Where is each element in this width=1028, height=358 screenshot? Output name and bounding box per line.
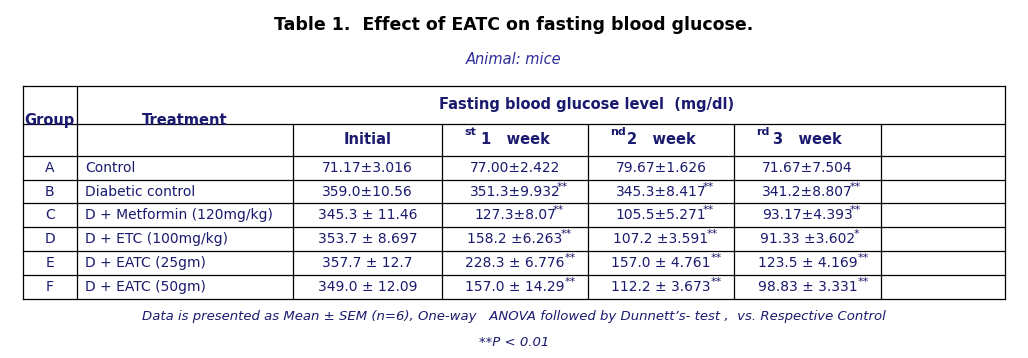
Text: 353.7 ± 8.697: 353.7 ± 8.697 — [318, 232, 417, 246]
Text: 351.3±9.932: 351.3±9.932 — [470, 184, 560, 199]
Text: D: D — [44, 232, 56, 246]
Text: Diabetic control: Diabetic control — [85, 184, 195, 199]
Text: Treatment: Treatment — [142, 113, 228, 128]
Text: **: ** — [564, 253, 576, 263]
Text: 93.17±4.393: 93.17±4.393 — [762, 208, 853, 222]
Text: D + EATC (25gm): D + EATC (25gm) — [85, 256, 207, 270]
Text: **: ** — [857, 253, 869, 263]
Text: st: st — [465, 127, 476, 137]
Text: D + EATC (50gm): D + EATC (50gm) — [85, 280, 207, 294]
Text: **P < 0.01: **P < 0.01 — [479, 337, 549, 349]
Text: D + Metformin (120mg/kg): D + Metformin (120mg/kg) — [85, 208, 273, 222]
Text: 228.3 ± 6.776: 228.3 ± 6.776 — [466, 256, 564, 270]
Text: 1   week: 1 week — [481, 132, 549, 147]
Text: 98.83 ± 3.331: 98.83 ± 3.331 — [758, 280, 857, 294]
Text: **: ** — [710, 253, 722, 263]
Text: nd: nd — [611, 127, 626, 137]
Text: 112.2 ± 3.673: 112.2 ± 3.673 — [612, 280, 710, 294]
Text: 157.0 ± 14.29: 157.0 ± 14.29 — [466, 280, 564, 294]
Text: 71.67±7.504: 71.67±7.504 — [762, 161, 853, 175]
Text: Fasting blood glucose level  (mg/dl): Fasting blood glucose level (mg/dl) — [439, 97, 735, 112]
Text: 349.0 ± 12.09: 349.0 ± 12.09 — [318, 280, 417, 294]
Text: **: ** — [553, 205, 564, 216]
Text: **: ** — [710, 277, 722, 287]
Text: 341.2±8.807: 341.2±8.807 — [762, 184, 853, 199]
Text: 345.3 ± 11.46: 345.3 ± 11.46 — [318, 208, 417, 222]
Text: 127.3±8.07: 127.3±8.07 — [474, 208, 556, 222]
Text: Control: Control — [85, 161, 136, 175]
Text: D + ETC (100mg/kg): D + ETC (100mg/kg) — [85, 232, 228, 246]
Text: 359.0±10.56: 359.0±10.56 — [322, 184, 413, 199]
Text: A: A — [45, 161, 54, 175]
Text: **: ** — [849, 182, 860, 192]
Text: Data is presented as Mean ± SEM (n=6), One-way   ANOVA followed by Dunnett’s- te: Data is presented as Mean ± SEM (n=6), O… — [142, 310, 886, 323]
Text: **: ** — [857, 277, 869, 287]
Text: 123.5 ± 4.169: 123.5 ± 4.169 — [758, 256, 857, 270]
Text: **: ** — [703, 205, 714, 216]
Text: 345.3±8.417: 345.3±8.417 — [616, 184, 706, 199]
Text: **: ** — [849, 205, 860, 216]
Text: Table 1.  Effect of EATC on fasting blood glucose.: Table 1. Effect of EATC on fasting blood… — [274, 16, 754, 34]
Text: 2   week: 2 week — [627, 132, 695, 147]
Text: 105.5±5.271: 105.5±5.271 — [616, 208, 706, 222]
Text: E: E — [45, 256, 54, 270]
Text: 3   week: 3 week — [773, 132, 842, 147]
Text: C: C — [45, 208, 54, 222]
Text: Group: Group — [25, 113, 75, 128]
Text: Initial: Initial — [343, 132, 392, 147]
Text: **: ** — [560, 229, 572, 239]
Text: **: ** — [706, 229, 718, 239]
Text: 79.67±1.626: 79.67±1.626 — [616, 161, 706, 175]
Text: *: * — [853, 229, 859, 239]
Text: **: ** — [564, 277, 576, 287]
Text: 157.0 ± 4.761: 157.0 ± 4.761 — [612, 256, 710, 270]
Text: 158.2 ±6.263: 158.2 ±6.263 — [468, 232, 562, 246]
Text: 91.33 ±3.602: 91.33 ±3.602 — [760, 232, 855, 246]
Text: 357.7 ± 12.7: 357.7 ± 12.7 — [322, 256, 413, 270]
Text: **: ** — [557, 182, 568, 192]
Text: Animal: mice: Animal: mice — [466, 52, 562, 67]
Text: 71.17±3.016: 71.17±3.016 — [322, 161, 413, 175]
Text: **: ** — [703, 182, 714, 192]
Text: B: B — [45, 184, 54, 199]
Text: rd: rd — [757, 127, 770, 137]
Text: F: F — [46, 280, 53, 294]
Text: 107.2 ±3.591: 107.2 ±3.591 — [614, 232, 708, 246]
Text: 77.00±2.422: 77.00±2.422 — [470, 161, 560, 175]
